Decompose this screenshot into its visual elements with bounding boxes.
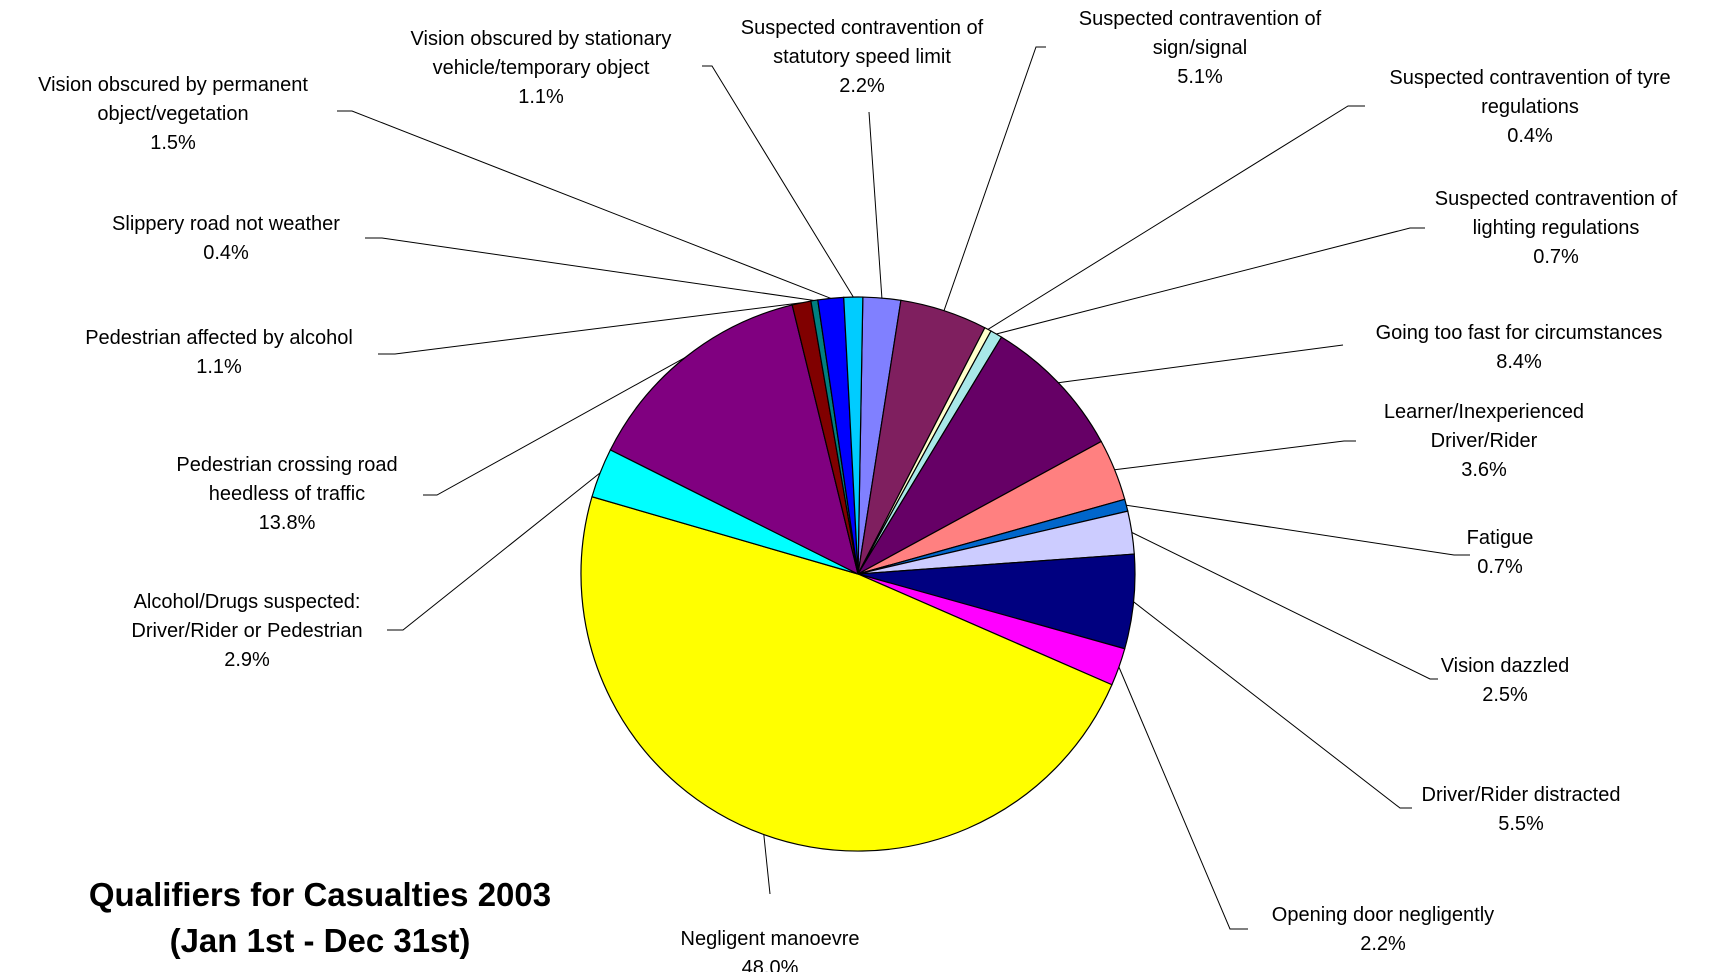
pie-slice-negligent-manoevre: [580, 495, 1113, 852]
slice-label-suspected-contravention-of-lighting-regulations: Suspected contravention of lighting regul…: [1435, 188, 1678, 268]
slice-value-label: 0.7%: [1477, 556, 1523, 578]
leader-line-pedestrian-affected-by-alcohol: [378, 302, 802, 355]
slice-label-suspected-contravention-of-tyre-regulations: Suspected contravention of tyre regulatio…: [1389, 67, 1670, 147]
slice-value-label: 2.2%: [839, 75, 885, 97]
slice-label-pedestrian-crossing-road-heedless-of-traffic: Pedestrian crossing road heedless of traf…: [176, 454, 397, 534]
leader-line-alcohol-drugs-suspected-driver-rider-or-pedestrian: [387, 472, 601, 631]
slice-name-label: Negligent manoevre: [681, 928, 860, 950]
slice-value-label: 1.5%: [150, 132, 196, 154]
leader-line-driver-rider-distracted: [1133, 601, 1412, 809]
leader-line-fatigue: [1126, 504, 1470, 556]
leader-line-going-too-fast-for-circumstances: [1058, 344, 1344, 384]
pie-slices: [580, 296, 1136, 852]
slice-name-label: Suspected contravention of: [1079, 8, 1322, 30]
slice-name-label: regulations: [1481, 96, 1579, 118]
slice-name-label: sign/signal: [1153, 37, 1248, 59]
slice-value-label: 2.2%: [1360, 933, 1406, 955]
slice-name-label: Pedestrian affected by alcohol: [85, 327, 353, 349]
slice-value-label: 3.6%: [1461, 459, 1507, 481]
slice-value-label: 5.1%: [1177, 66, 1223, 88]
leader-line-suspected-contravention-of-tyre-regulations: [987, 105, 1365, 330]
leader-line-slippery-road-not-weather: [365, 237, 815, 301]
slice-value-label: 1.1%: [196, 356, 242, 378]
slice-value-label: 5.5%: [1498, 813, 1544, 835]
slice-label-suspected-contravention-of-sign-signal: Suspected contravention of sign/signal 5.1…: [1079, 8, 1322, 88]
slice-label-going-too-fast-for-circumstances: Going too fast for circumstances 8.4%: [1376, 322, 1663, 373]
slice-name-label: Fatigue: [1467, 527, 1534, 549]
slice-name-label: heedless of traffic: [209, 483, 365, 505]
slice-label-learner-inexperienced-driver-rider: Learner/Inexperienced Driver/Rider 3.6%: [1384, 401, 1584, 481]
leader-line-opening-door-negligently: [1118, 666, 1248, 930]
slice-label-negligent-manoevre: Negligent manoevre 48.0%: [681, 928, 860, 972]
slice-name-label: Suspected contravention of tyre: [1389, 67, 1670, 89]
pie-slice-going-too-fast-for-circumstances: [856, 336, 1103, 576]
slice-name-label: Driver/Rider distracted: [1422, 784, 1621, 806]
chart-title: Qualifiers for Casualties 2003: [89, 876, 551, 913]
slice-name-label: object/vegetation: [97, 103, 248, 125]
slice-name-label: Driver/Rider or Pedestrian: [131, 620, 362, 642]
slice-label-slippery-road-not-weather: Slippery road not weather 0.4%: [112, 213, 340, 264]
leader-line-pedestrian-crossing-road-heedless-of-traffic: [423, 356, 686, 496]
slice-value-label: 13.8%: [259, 512, 316, 534]
leader-line-suspected-contravention-of-sign-signal: [943, 46, 1046, 311]
slice-name-label: Learner/Inexperienced: [1384, 401, 1584, 423]
pie-slice-pedestrian-crossing-road-heedless-of-traffic: [609, 304, 859, 576]
leader-line-suspected-contravention-of-lighting-regulations: [996, 227, 1425, 335]
chart-title-block: Qualifiers for Casualties 2003 (Jan 1st …: [89, 876, 551, 959]
slice-name-label: Alcohol/Drugs suspected:: [134, 591, 361, 613]
slice-value-label: 2.9%: [224, 649, 270, 671]
slice-name-label: Suspected contravention of: [741, 17, 984, 39]
leader-line-vision-obscured-by-stationary-vehicle-temporary-object: [702, 65, 854, 298]
slice-name-label: Going too fast for circumstances: [1376, 322, 1663, 344]
slice-name-label: Opening door negligently: [1272, 904, 1494, 926]
slice-name-label: Pedestrian crossing road: [176, 454, 397, 476]
slice-name-label: statutory speed limit: [773, 46, 951, 68]
slice-labels: Suspected contravention of statutory spee…: [38, 8, 1678, 972]
slice-value-label: 2.5%: [1482, 684, 1528, 706]
slice-value-label: 1.1%: [518, 86, 564, 108]
slice-label-suspected-contravention-of-statutory-speed-limit: Suspected contravention of statutory spee…: [741, 17, 984, 97]
chart-subtitle: (Jan 1st - Dec 31st): [170, 922, 471, 959]
slice-value-label: 0.4%: [1507, 125, 1553, 147]
slice-value-label: 48.0%: [742, 957, 799, 972]
slice-name-label: lighting regulations: [1473, 217, 1640, 239]
slice-name-label: Vision dazzled: [1441, 655, 1570, 677]
slice-label-alcohol-drugs-suspected-driver-rider-or-pedestrian: Alcohol/Drugs suspected: Driver/Rider or …: [131, 591, 362, 671]
slice-value-label: 0.7%: [1533, 246, 1579, 268]
slice-label-opening-door-negligently: Opening door negligently 2.2%: [1272, 904, 1494, 955]
leader-lines: [337, 46, 1470, 930]
pie-slice-vision-obscured-by-stationary-vehicle-temporary-object: [843, 296, 864, 575]
slice-label-fatigue: Fatigue 0.7%: [1467, 527, 1534, 578]
slice-name-label: Driver/Rider: [1431, 430, 1538, 452]
slice-label-vision-obscured-by-stationary-vehicle-temporary-object: Vision obscured by stationary vehicle/tem…: [411, 28, 672, 108]
leader-line-vision-dazzled: [1131, 532, 1438, 680]
slice-name-label: vehicle/temporary object: [433, 57, 650, 79]
slice-value-label: 0.4%: [203, 242, 249, 264]
slice-name-label: Slippery road not weather: [112, 213, 340, 235]
slice-label-vision-dazzled: Vision dazzled 2.5%: [1441, 655, 1570, 706]
slice-value-label: 8.4%: [1496, 351, 1542, 373]
leader-line-suspected-contravention-of-statutory-speed-limit: [868, 111, 883, 299]
slice-label-vision-obscured-by-permanent-object-vegetation: Vision obscured by permanent object/veget…: [38, 74, 308, 154]
slice-name-label: Vision obscured by stationary: [411, 28, 672, 50]
leader-line-negligent-manoevre: [763, 834, 771, 895]
slice-label-driver-rider-distracted: Driver/Rider distracted 5.5%: [1422, 784, 1621, 835]
leader-line-vision-obscured-by-permanent-object-vegetation: [337, 110, 831, 299]
leader-line-learner-inexperienced-driver-rider: [1114, 440, 1356, 471]
slice-name-label: Suspected contravention of: [1435, 188, 1678, 210]
slice-name-label: Vision obscured by permanent: [38, 74, 308, 96]
slice-label-pedestrian-affected-by-alcohol: Pedestrian affected by alcohol 1.1%: [85, 327, 353, 378]
